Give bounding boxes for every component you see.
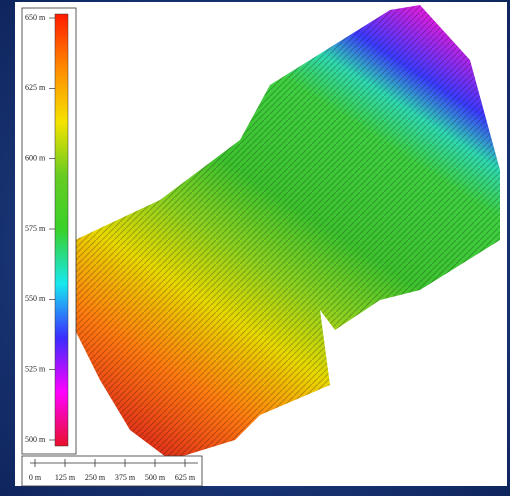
scale-tick-label: 0 m [29,473,42,482]
color-bar [55,14,68,446]
legend-tick-label: 500 m [25,435,46,444]
legend-tick-label: 550 m [25,294,46,303]
scale-tick-label: 625 m [175,473,196,482]
scale-tick-label: 125 m [55,473,76,482]
legend-tick-label: 600 m [25,153,46,162]
page: 650 m 625 m 600 m 575 m 550 m 525 m 500 m 0 m 12… [0,0,510,496]
scale-tick-label: 250 m [85,473,106,482]
scale-tick-label: 500 m [145,473,166,482]
legend-tick-label: 625 m [25,83,46,92]
scale-tick-label: 375 m [115,473,136,482]
map-view: 650 m 625 m 600 m 575 m 550 m 525 m 500 m 0 m 12… [0,0,510,496]
legend-tick-label: 525 m [25,364,46,373]
legend-tick-label: 650 m [25,13,46,22]
legend-tick-label: 575 m [25,224,46,233]
